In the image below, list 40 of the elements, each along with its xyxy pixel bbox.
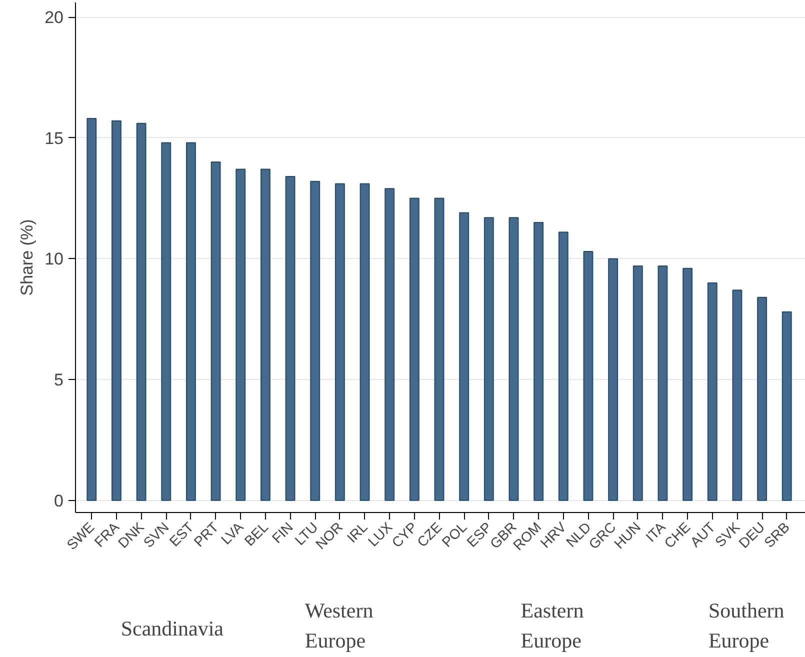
bar — [583, 250, 594, 501]
y-tick-label: 20 — [44, 8, 64, 27]
bar — [658, 265, 668, 501]
x-tick-label: FIN — [268, 518, 296, 546]
text: Scandinavia — [120, 616, 224, 640]
bar — [782, 311, 792, 501]
y-tick-label: 5 — [54, 370, 64, 390]
bar — [757, 296, 768, 501]
bar — [360, 183, 370, 501]
bar — [682, 268, 693, 501]
bar — [484, 217, 494, 501]
text: Eastern Europe — [520, 598, 584, 652]
bar — [86, 118, 97, 501]
bar — [558, 232, 568, 501]
bar — [459, 212, 470, 501]
bar — [608, 258, 618, 501]
bar — [112, 120, 122, 501]
bar — [434, 198, 444, 501]
bar — [334, 183, 345, 501]
bar — [508, 217, 519, 501]
y-tick-label: 10 — [44, 250, 64, 269]
bar — [136, 122, 146, 501]
bar — [285, 176, 296, 501]
bar — [632, 265, 643, 501]
y-axis-title: Share (%) — [18, 219, 37, 296]
bar — [707, 282, 718, 501]
bar — [210, 162, 221, 501]
bar — [409, 198, 420, 501]
bar — [186, 142, 196, 501]
y-tick-label: 15 — [44, 128, 64, 148]
y-tick-label: 0 — [54, 491, 64, 510]
bar — [732, 290, 742, 501]
bar — [260, 168, 270, 501]
text: Southern Europe — [708, 598, 785, 652]
bar — [161, 142, 172, 501]
text: Western Europe — [304, 598, 374, 652]
bar — [236, 168, 246, 501]
bar — [310, 180, 320, 501]
bar — [534, 222, 544, 501]
bar — [384, 188, 395, 501]
